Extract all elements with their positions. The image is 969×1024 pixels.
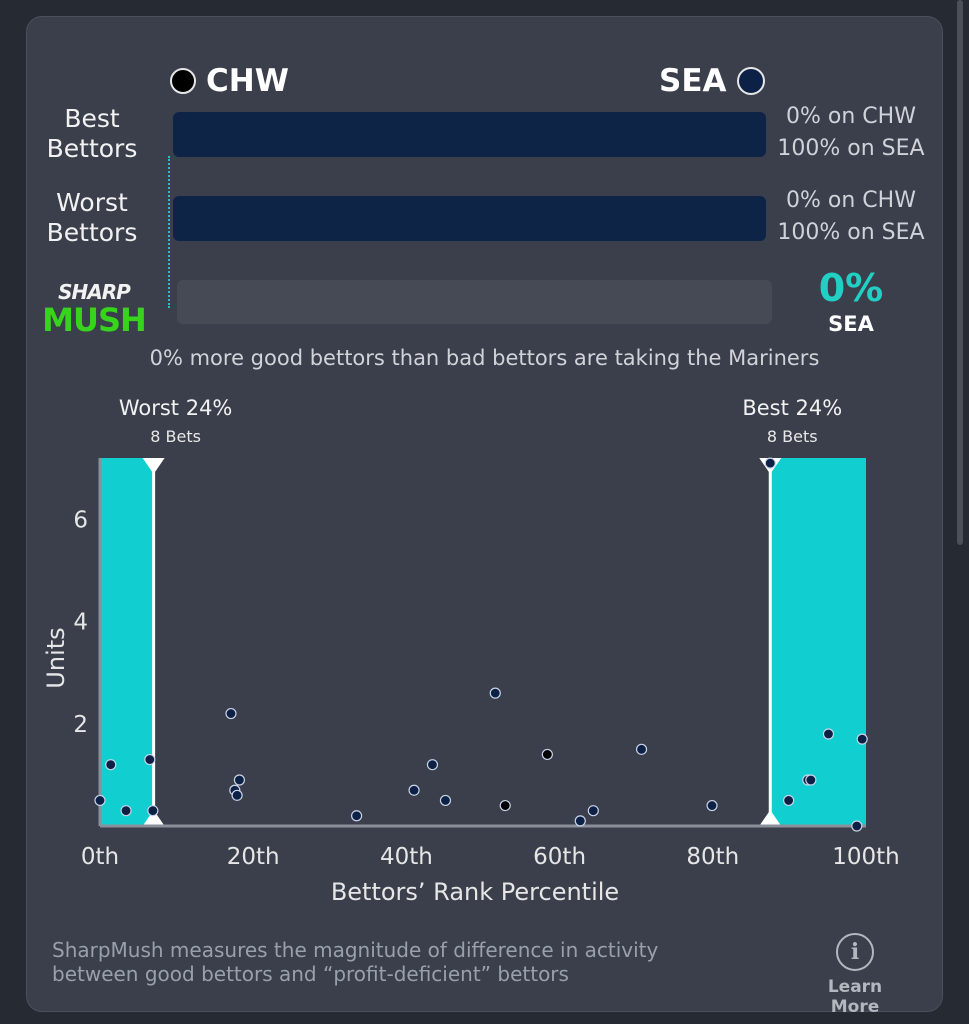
sea-data-point [587,805,599,817]
y-axis-title: Units [42,627,70,688]
sea-color-dot [736,67,765,95]
best-bettors-bar [173,112,766,157]
sea-data-point [783,794,795,807]
sharpmush-summary: 0% more good bettors than bad bettors ar… [149,346,820,370]
worst-bettors-pcts: 0% on CHW 100% on SEA [771,185,931,249]
home-team-label: SEA [659,63,727,99]
home-team-header: SEA [659,63,765,99]
x-tick-label: 20th [227,844,280,870]
chw-data-point [499,799,511,812]
x-tick-label: 60th [533,844,586,870]
worst-label-line2: Bettors [46,218,138,247]
sea-data-point [851,820,863,832]
x-tick-label: 40th [380,844,433,870]
worst-bottom-triangle [142,810,165,826]
worst-region-label: Worst 24% [119,396,233,420]
sea-data-point [408,784,420,796]
sea-data-point [805,774,817,786]
sea-data-point [120,805,132,817]
x-tick-label: 0th [81,844,119,870]
worst-bettors-bar [173,196,766,241]
y-tick-label: 2 [73,712,88,738]
sea-data-point [635,743,648,755]
sea-data-point [351,810,363,822]
sea-data-point [144,753,156,766]
sea-data-point [489,687,501,699]
y-tick-label: 6 [73,507,88,533]
sea-data-point [94,794,106,807]
worst-top-triangle [142,458,165,474]
sea-data-point [706,799,718,812]
sea-data-point [147,805,159,817]
chw-data-point [541,748,553,761]
sea-data-point [225,707,237,720]
sea-data-point [426,759,439,771]
sharpmush-team: SEA [828,312,874,336]
best-bettors-pcts: 0% on CHW 100% on SEA [771,101,931,165]
footer-note: SharpMush measures the magnitude of diff… [52,938,658,986]
best-region-sublabel: 8 Bets [767,427,818,446]
units-scatter-chart: Worst 24% 8 Bets Best 24% 8 Bets 0th 20th 40th… [42,396,900,906]
logo-text-mush: MUSH [42,301,147,339]
away-team-label: CHW [206,63,289,99]
best-bettors-label: Best Bettors [32,104,152,164]
learn-more-button[interactable]: i Learn More [801,933,909,1017]
worst-region [100,458,154,826]
page-scrollbar[interactable] [957,0,963,545]
sea-data-point [105,759,117,771]
away-team-header: CHW [170,63,289,99]
sea-data-point [822,728,835,740]
sea-data-point [764,457,776,469]
worst-region-sublabel: 8 Bets [150,427,201,446]
worst-away-pct: 0% on CHW [786,188,916,213]
worst-bettors-label: Worst Bettors [32,188,152,248]
best-bottom-triangle [759,810,782,826]
sea-data-point [574,815,586,827]
footer-note-line2: between good bettors and “profit-deficie… [52,962,569,986]
sharpmush-value: 0% [818,266,884,310]
chw-color-dot [170,68,196,94]
logo-text-sharp: SHARP [58,280,131,304]
best-region-label: Best 24% [742,396,842,420]
best-home-pct: 100% on SEA [777,136,925,161]
y-tick-label: 4 [73,610,88,636]
worst-label-line1: Worst [56,188,128,217]
sharpmush-logo: SHARP MUSH [36,278,152,339]
info-icon: i [836,933,874,971]
x-tick-label: 80th [686,844,739,870]
best-region [770,458,866,826]
x-axis-title: Bettors’ Rank Percentile [331,878,619,906]
center-marker-line [168,156,170,308]
sea-data-point [856,733,868,745]
learn-more-label: Learn More [827,977,883,1017]
sea-data-point [439,794,452,807]
best-label-line1: Best [64,104,120,133]
worst-home-pct: 100% on SEA [777,220,925,245]
footer-note-line1: SharpMush measures the magnitude of diff… [52,938,659,962]
sea-data-point [233,774,246,786]
sharpmush-bar [177,280,772,324]
best-away-pct: 0% on CHW [786,104,916,129]
sea-data-point [231,789,243,801]
x-tick-label: 100th [832,844,900,870]
best-label-line2: Bettors [46,134,138,163]
